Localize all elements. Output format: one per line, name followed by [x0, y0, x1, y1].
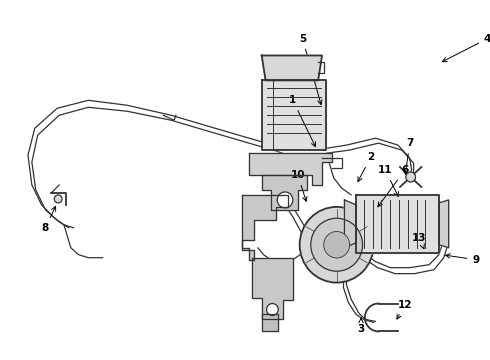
Text: 4: 4	[442, 33, 490, 62]
Text: 8: 8	[42, 206, 56, 233]
Polygon shape	[262, 175, 307, 210]
Circle shape	[324, 231, 350, 258]
Text: 1: 1	[289, 95, 316, 147]
Text: 12: 12	[397, 300, 412, 319]
Circle shape	[54, 195, 62, 203]
Polygon shape	[344, 200, 356, 248]
Polygon shape	[356, 195, 439, 253]
Circle shape	[277, 192, 293, 208]
Polygon shape	[252, 258, 293, 319]
Polygon shape	[242, 195, 288, 260]
Polygon shape	[439, 200, 449, 248]
Text: 11: 11	[378, 165, 398, 197]
Text: 7: 7	[404, 138, 414, 174]
Text: 3: 3	[357, 318, 365, 334]
Text: 10: 10	[291, 170, 307, 201]
Circle shape	[300, 207, 374, 283]
Circle shape	[311, 218, 363, 271]
Text: 9: 9	[446, 254, 480, 265]
Text: 13: 13	[412, 233, 427, 249]
Text: 5: 5	[299, 33, 322, 104]
Polygon shape	[262, 55, 322, 80]
Text: 2: 2	[358, 152, 374, 181]
Polygon shape	[262, 315, 278, 332]
Polygon shape	[262, 80, 326, 150]
Circle shape	[406, 172, 416, 182]
Text: 6: 6	[378, 165, 409, 207]
Polygon shape	[249, 153, 332, 185]
Circle shape	[267, 303, 278, 315]
